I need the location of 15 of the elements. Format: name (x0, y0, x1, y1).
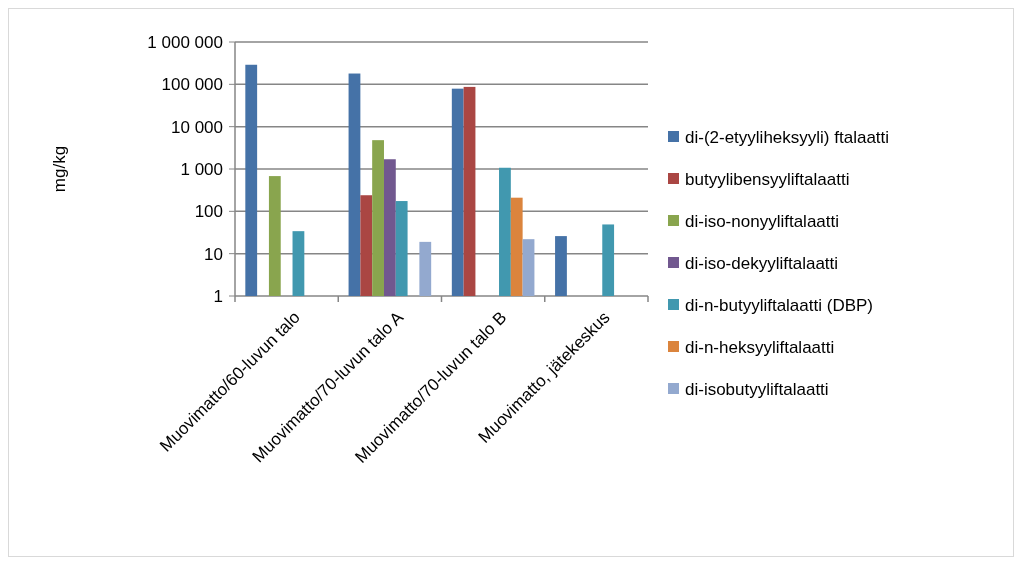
y-tick-label: 100 (194, 202, 223, 222)
y-tick-label: 1 000 000 (147, 32, 223, 52)
y-tick-label: 10 000 (171, 117, 223, 137)
legend-label: butyylibensyyliftalaatti (685, 169, 850, 189)
y-axis-title: mg/kg (50, 145, 69, 193)
y-tick-label: 100 000 (161, 75, 223, 95)
legend-label: di-isobutyyliftalaatti (685, 379, 829, 399)
y-tick-label: 10 (204, 244, 223, 264)
legend-label: di-n-heksyyliftalaatti (685, 337, 835, 357)
legend-label: di-iso-dekyyliftalaatti (685, 253, 839, 273)
legend-label: di-n-butyyliftalaatti (DBP) (685, 295, 874, 315)
y-tick-label: 1 (213, 286, 223, 306)
legend-label: di-(2-etyyliheksyyli) ftalaatti (685, 127, 890, 147)
y-tick-label: 1 000 (180, 159, 223, 179)
legend-label: di-iso-nonyyliftalaatti (685, 211, 840, 231)
